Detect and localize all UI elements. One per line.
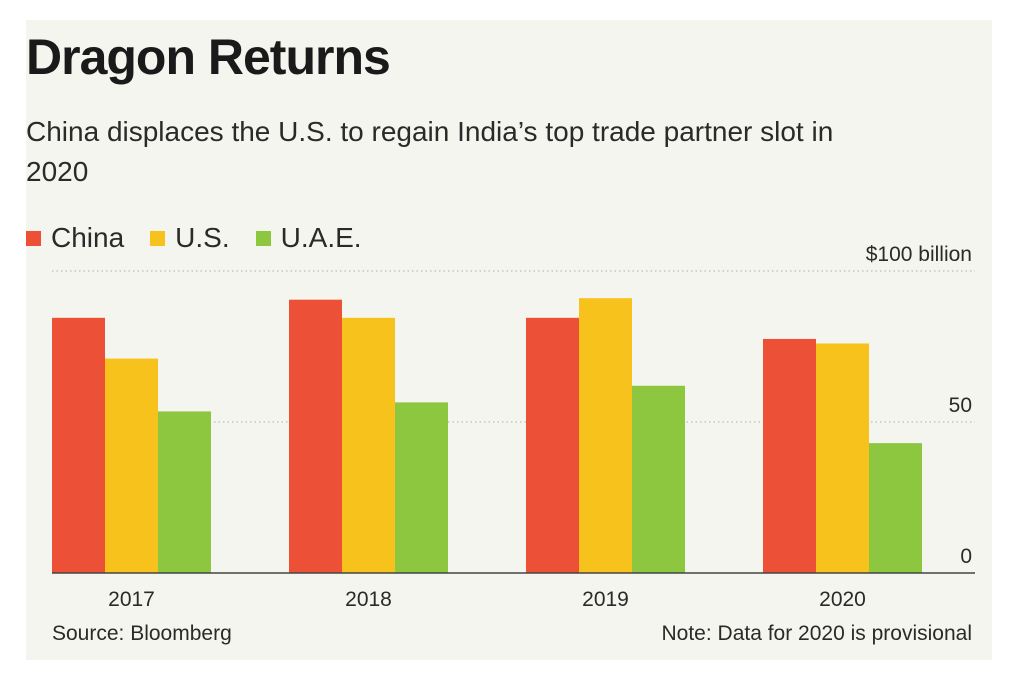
legend-label-china: China (51, 222, 125, 253)
bar-china-2020 (763, 338, 816, 573)
y-tick-label-0: 0 (960, 545, 972, 568)
legend-label-us: U.S. (175, 222, 230, 253)
footnote: Note: Data for 2020 is provisional (661, 622, 973, 645)
legend-swatch-us (150, 230, 166, 246)
bar-china-2018 (289, 299, 342, 573)
bar-us-2018 (342, 317, 395, 573)
x-tick-label-2018: 2018 (345, 588, 392, 611)
y-tick-label-100: $100 billion (866, 243, 972, 266)
legend-item-china: China (26, 222, 124, 254)
x-tick-label-2020: 2020 (819, 588, 866, 611)
chart-subtitle: China displaces the U.S. to regain India… (26, 116, 834, 187)
bar-uae-2017 (158, 411, 211, 573)
x-tick-label-2017: 2017 (108, 588, 155, 611)
legend: China U.S. U.A.E. (26, 222, 362, 254)
bar-us-2020 (816, 343, 869, 573)
bar-us-2017 (105, 358, 158, 573)
bar-uae-2019 (632, 385, 685, 573)
legend-swatch-uae (255, 230, 271, 246)
legend-label-uae: U.A.E. (280, 222, 362, 253)
bar-uae-2020 (869, 443, 922, 573)
legend-item-us: U.S. (150, 222, 230, 254)
bar-china-2019 (526, 317, 579, 573)
legend-swatch-china (26, 230, 41, 246)
bar-us-2019 (579, 298, 632, 573)
bar-china-2017 (52, 317, 105, 573)
bar-uae-2018 (395, 402, 448, 573)
legend-item-uae: U.A.E. (255, 222, 362, 254)
y-tick-label-50: 50 (949, 394, 972, 417)
source-note: Source: Bloomberg (52, 622, 232, 645)
x-tick-label-2019: 2019 (582, 588, 629, 611)
chart-title: Dragon Returns (26, 29, 391, 85)
